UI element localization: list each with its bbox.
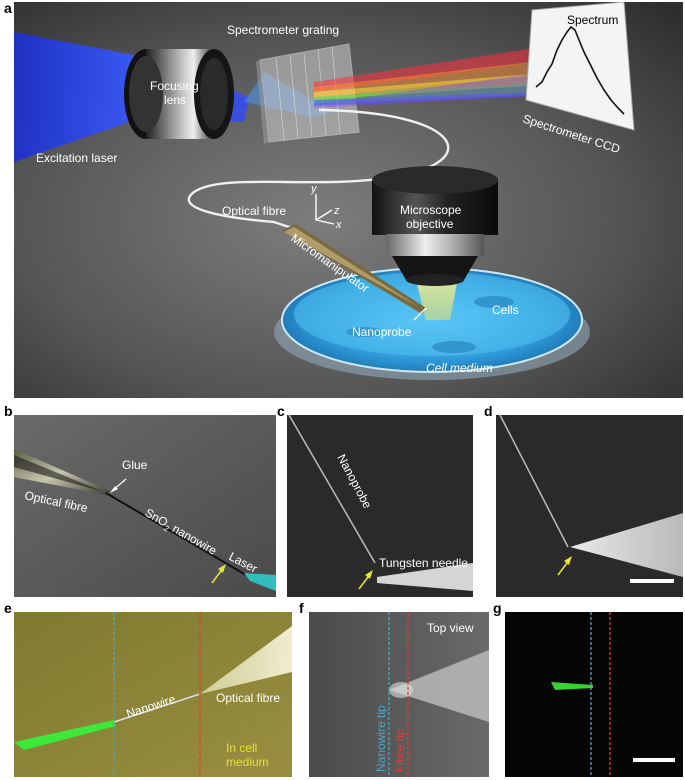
spectrometer-grating — [256, 43, 360, 144]
label-in-cell-1: In cell — [226, 741, 257, 755]
tungsten-needle-c — [377, 563, 473, 591]
label-nanoprobe: Nanoprobe — [352, 325, 412, 339]
label-axis-x: x — [335, 219, 342, 231]
panel-label-e: e — [4, 600, 12, 616]
label-glue: Glue — [122, 458, 148, 472]
label-spectrometer-grating: Spectrometer grating — [227, 23, 339, 37]
laser-output — [244, 573, 276, 591]
scale-bar-d — [630, 579, 674, 583]
label-axis-z: z — [333, 205, 340, 217]
green-emission-g — [551, 682, 593, 690]
optical-fibre-e — [200, 626, 292, 694]
label-nanowire-tip: Nanowire tip — [374, 705, 388, 772]
panel-g-micrograph — [505, 612, 683, 777]
label-microscope-objective-2: objective — [406, 217, 454, 231]
panel-label-d: d — [484, 403, 493, 419]
label-cells: Cells — [492, 303, 519, 317]
label-optical-fibre: Optical fibre — [222, 204, 286, 218]
label-microscope-objective-1: Microscope — [400, 203, 462, 217]
label-spectrum: Spectrum — [567, 13, 618, 27]
label-optical-fibre-e: Optical fibre — [216, 691, 280, 705]
panel-d-micrograph — [496, 415, 683, 597]
nanoprobe-line-d — [499, 415, 569, 548]
panel-label-a: a — [4, 0, 12, 16]
green-emission-e — [14, 720, 116, 750]
label-focusing-lens-1: Focusing — [150, 79, 199, 93]
nanoprobe-line-c — [288, 415, 376, 564]
panel-label-f: f — [299, 600, 304, 616]
sno2-nanowire — [105, 492, 247, 576]
fibre-beam-f — [389, 650, 489, 722]
label-cell-medium: Cell medium — [426, 361, 493, 375]
label-focusing-lens-2: lens — [164, 93, 186, 107]
label-in-cell-2: medium — [226, 755, 269, 769]
laser-emission-d — [570, 513, 683, 577]
panel-label-g: g — [493, 600, 502, 616]
optical-fibre-path — [187, 108, 450, 234]
microscope-objective — [372, 166, 498, 286]
panel-a-setup-illustration: Spectrum Spectrometer grating Focusing l… — [14, 2, 683, 398]
panel-label-b: b — [4, 403, 13, 419]
label-excitation-laser: Excitation laser — [36, 151, 117, 165]
label-fibre-tip: Fibre tip — [393, 728, 407, 772]
panel-f-micrograph: Top view Nanowire tip Fibre tip — [309, 612, 489, 777]
focusing-lens — [124, 49, 234, 139]
panel-c-micrograph: Nanoprobe Tungsten needle — [287, 415, 473, 597]
nanoprobe-pointer — [413, 307, 427, 321]
spectrum-curve — [535, 25, 625, 115]
spectrometer-ccd-screen — [525, 2, 635, 131]
label-top-view: Top view — [427, 621, 474, 635]
scale-bar-g — [633, 758, 675, 762]
panel-label-c: c — [277, 403, 285, 419]
label-axis-y: y — [310, 183, 318, 195]
nanowire-e — [113, 693, 201, 723]
optical-fibre-taper — [14, 449, 110, 495]
panel-e-micrograph: Nanowire Optical fibre In cell medium — [14, 612, 292, 777]
axis-triad — [315, 194, 335, 225]
micromanipulator — [282, 224, 426, 314]
label-tungsten-needle: Tungsten needle — [379, 556, 468, 570]
excitation-laser-beam — [14, 32, 144, 162]
panel-b-nanoprobe-illustration: Glue Optical fibre SnO2 nanowire Laser — [14, 415, 276, 597]
